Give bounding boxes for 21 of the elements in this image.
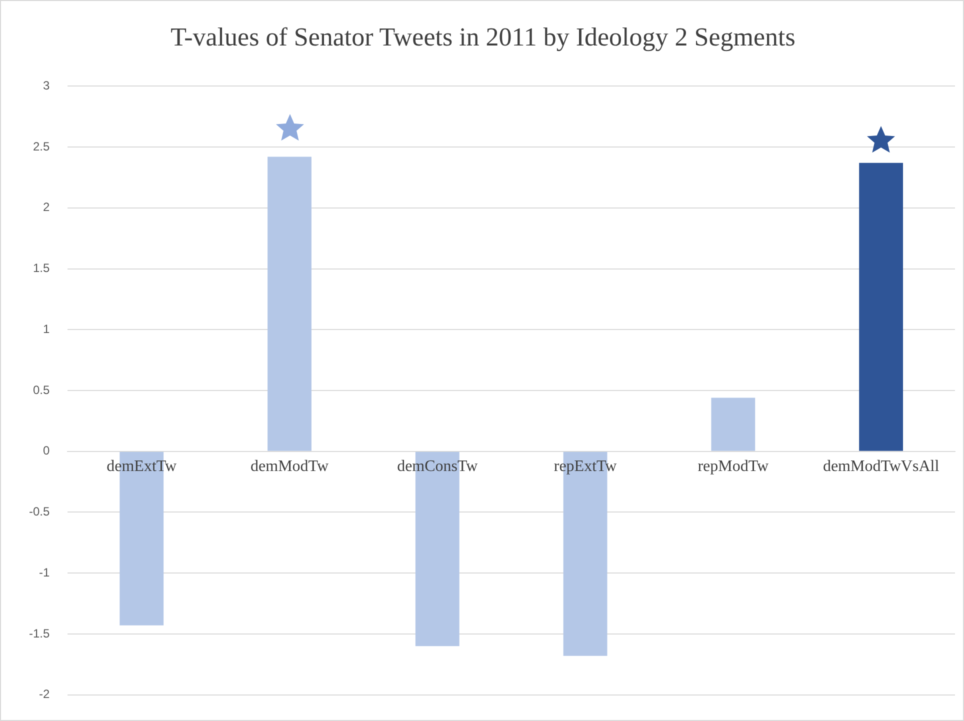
y-tick-label: 1.5 bbox=[32, 261, 50, 276]
y-tick-label: 2.5 bbox=[32, 139, 50, 154]
x-tick-label: repModTw bbox=[698, 458, 770, 476]
x-tick-label: demModTw bbox=[250, 458, 329, 476]
bar bbox=[711, 398, 756, 451]
y-tick-label: -1.5 bbox=[28, 626, 50, 640]
y-tick-label: 3 bbox=[42, 78, 50, 93]
y-tick-label: 0 bbox=[42, 444, 50, 458]
x-tick-label: demModTwVsAll bbox=[822, 458, 940, 476]
y-tick-label: -2 bbox=[39, 687, 50, 702]
y-tick-label: 0.5 bbox=[32, 382, 50, 397]
x-tick-label: demExtTw bbox=[106, 458, 178, 476]
bar bbox=[859, 162, 904, 451]
y-tick-label: -1 bbox=[39, 565, 50, 580]
x-tick-label: repExtTw bbox=[554, 458, 618, 476]
x-tick-label: demConsTw bbox=[397, 458, 478, 476]
y-tick-label: 1 bbox=[42, 322, 50, 336]
y-tick-label: 2 bbox=[42, 200, 50, 214]
chart-title: T-values of Senator Tweets in 2011 by Ideology 2 Segments bbox=[170, 22, 796, 52]
bar bbox=[268, 156, 312, 451]
y-tick-label: -0.5 bbox=[28, 504, 50, 519]
